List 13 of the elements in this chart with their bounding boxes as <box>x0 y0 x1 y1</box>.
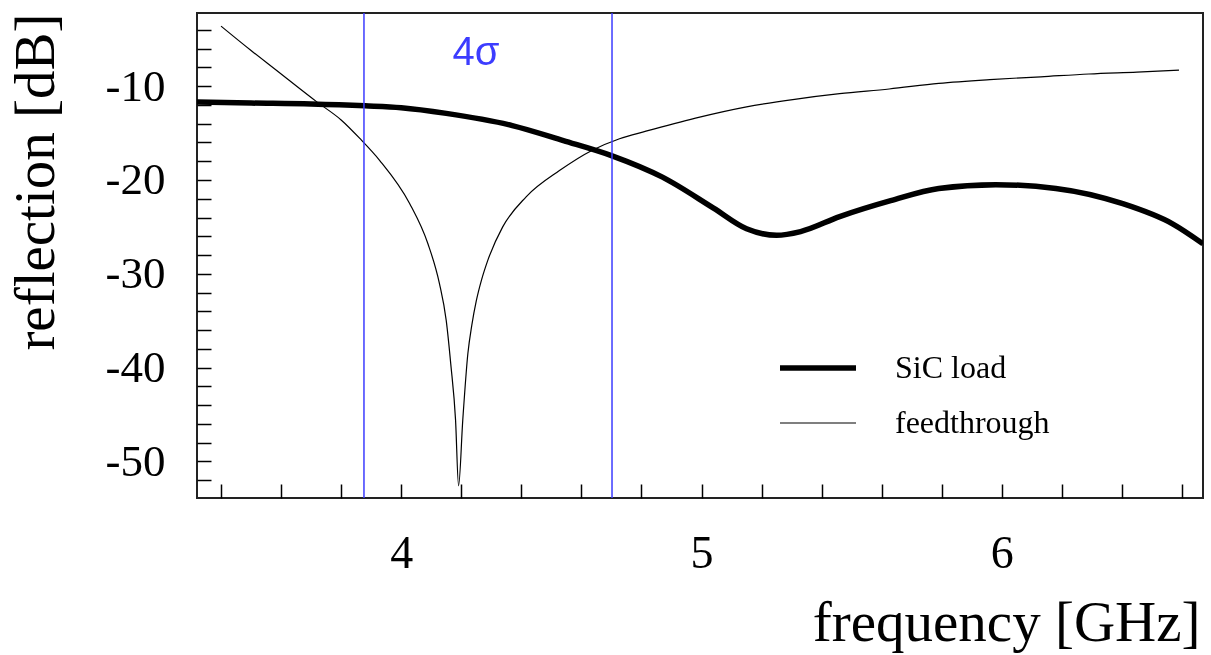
legend-label: SiC load <box>895 349 1007 385</box>
annotation: 4σ <box>452 29 500 73</box>
y-tick-label: -40 <box>105 342 166 393</box>
x-tick-label: 4 <box>390 526 414 578</box>
legend-label: feedthrough <box>895 404 1050 440</box>
y-tick-label: -10 <box>105 60 166 111</box>
y-tick-label: -30 <box>105 248 166 299</box>
x-tick-label: 6 <box>990 526 1014 578</box>
x-axis-title: frequency [GHz] <box>812 589 1201 653</box>
x-tick-label: 5 <box>690 526 714 578</box>
y-tick-label: -50 <box>105 435 166 486</box>
y-axis-title: reflection [dB] <box>2 13 66 351</box>
y-tick-label: -20 <box>105 154 166 205</box>
